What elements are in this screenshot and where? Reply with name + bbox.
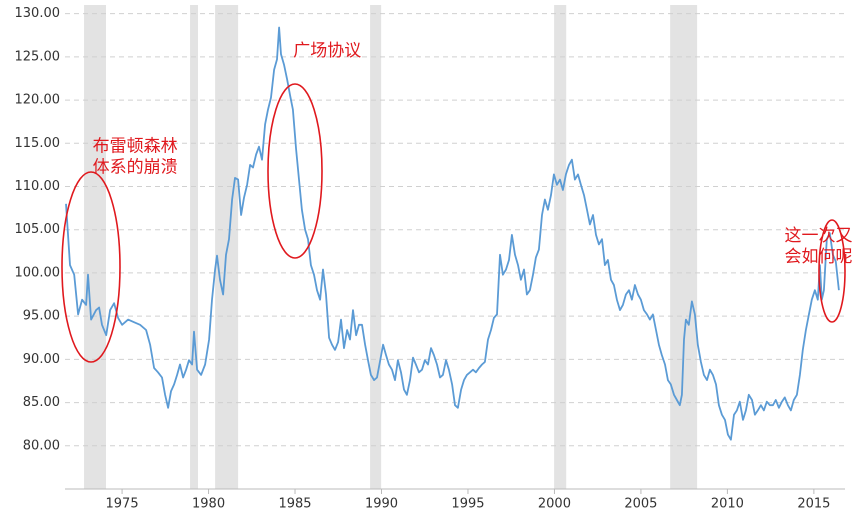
y-tick-label: 90.00	[23, 352, 60, 367]
y-tick-label: 105.00	[15, 222, 61, 237]
recession-band	[554, 5, 567, 489]
data-line	[65, 26, 840, 441]
x-tick-label: 2000	[538, 497, 571, 512]
x-tick-label: 1975	[106, 497, 139, 512]
highlight-ellipse	[267, 83, 323, 259]
recession-band	[370, 5, 382, 489]
highlight-ellipse	[818, 219, 846, 323]
y-tick-label: 95.00	[23, 309, 60, 324]
shade-layer	[84, 5, 698, 489]
y-tick-label: 130.00	[15, 6, 61, 21]
x-tick-label: 2005	[624, 497, 657, 512]
annotation-text: 体系的崩溃	[93, 158, 178, 178]
x-tick-label: 1980	[192, 497, 225, 512]
recession-band	[670, 5, 698, 489]
x-tick-label: 1990	[365, 497, 398, 512]
annotation-text: 这一次又	[784, 226, 852, 246]
recession-band	[84, 5, 106, 489]
y-tick-label: 80.00	[23, 438, 60, 453]
y-tick-label: 110.00	[15, 179, 61, 194]
x-tick-label: 2015	[797, 497, 830, 512]
annotation-text: 布雷顿森林	[93, 137, 178, 157]
y-tick-label: 100.00	[15, 265, 61, 280]
y-tick-label: 120.00	[15, 93, 61, 108]
highlight-ellipse	[61, 171, 121, 363]
annotation-circles	[61, 83, 846, 363]
recession-band	[190, 5, 198, 489]
y-tick-label: 125.00	[15, 49, 61, 64]
plot-layer	[65, 26, 840, 441]
x-tick-label: 2010	[711, 497, 744, 512]
y-tick-label: 115.00	[15, 136, 61, 151]
y-tick-label: 85.00	[23, 395, 60, 410]
annotation-text: 广场协议	[293, 41, 361, 61]
x-tick-label: 1995	[451, 497, 484, 512]
annotation-text: 会如何呢？	[784, 247, 852, 267]
grid-layer	[65, 13, 845, 494]
label-layer: 80.00 85.00 90.00 95.00 100.00 105.00 110.00 11…	[15, 6, 852, 511]
x-tick-label: 1985	[278, 497, 311, 512]
